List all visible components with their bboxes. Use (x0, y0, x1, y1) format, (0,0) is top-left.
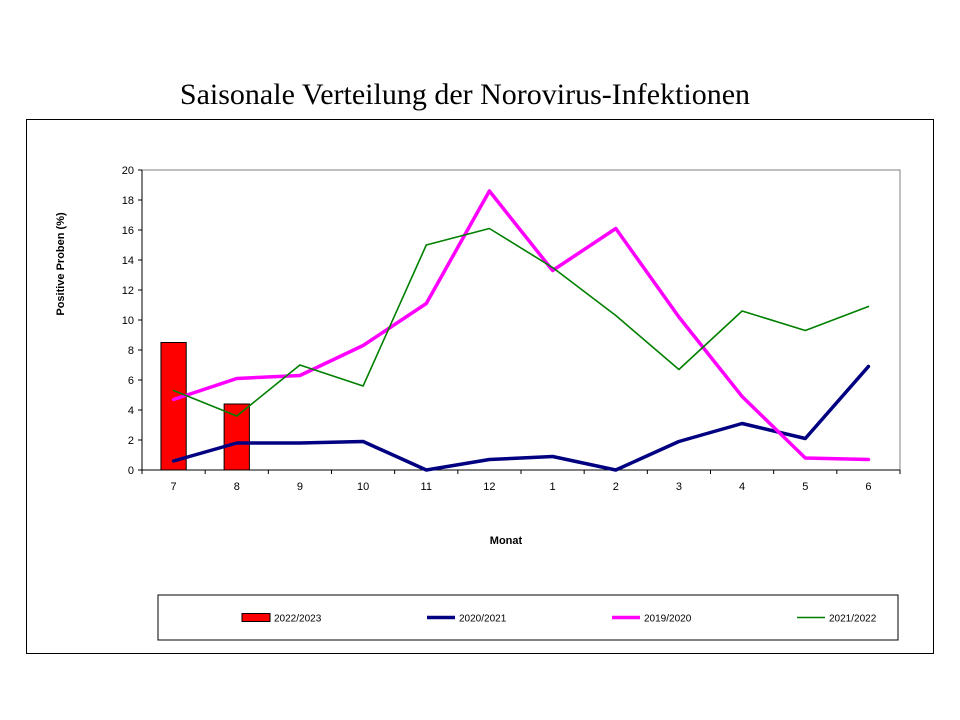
legend-swatch (241, 613, 271, 622)
y-tick-label: 20 (122, 165, 134, 177)
series-line (171, 364, 871, 472)
y-axis-label: Positive Proben (%) (55, 212, 67, 316)
y-tick-label: 6 (128, 375, 134, 387)
y-tick-label: 0 (128, 465, 134, 477)
y-tick-label: 12 (122, 285, 134, 297)
chart-frame: 0 2 4 6 8 10 12 14 16 18 20 7 8 9 10 11 12 1 2 3 4 5 6 Positiv… (26, 119, 934, 654)
chart-title: Saisonale Verteilung der Norovirus-Infek… (179, 78, 751, 111)
x-tick-label: 4 (739, 481, 745, 493)
x-tick-label: 9 (297, 481, 303, 493)
x-tick-label: 5 (802, 481, 808, 493)
x-tick-label: 8 (234, 481, 240, 493)
legend-label: 2022/2023 (274, 614, 322, 625)
y-tick-label: 14 (122, 255, 134, 267)
x-tick-label: 10 (357, 481, 369, 493)
legend-box (157, 594, 899, 641)
y-tick-label: 2 (128, 435, 134, 447)
legend-label: 2020/2021 (459, 614, 507, 625)
y-tick-label: 10 (122, 315, 134, 327)
legend-label: 2021/2022 (829, 614, 877, 625)
bar (223, 403, 250, 471)
series-line (172, 227, 870, 417)
x-tick-label: 12 (483, 481, 495, 493)
y-tick-label: 8 (128, 345, 134, 357)
legend: 2022/2023 2020/2021 2019/2020 2021/2022 (157, 594, 899, 641)
bar (160, 342, 187, 471)
y-tick-label: 18 (122, 195, 134, 207)
x-tick-label: 2 (613, 481, 619, 493)
series-line (171, 189, 871, 462)
plot-border (141, 169, 901, 471)
x-tick-label: 1 (550, 481, 556, 493)
y-tick-label: 16 (122, 225, 134, 237)
x-tick-label: 11 (421, 481, 432, 493)
x-tick-label: 3 (676, 481, 682, 493)
legend-label: 2019/2020 (644, 614, 692, 625)
y-tick-label: 4 (128, 405, 134, 417)
x-tick-label: 6 (865, 481, 871, 493)
x-axis-label: Monat (490, 535, 523, 547)
x-tick-label: 7 (171, 481, 177, 493)
